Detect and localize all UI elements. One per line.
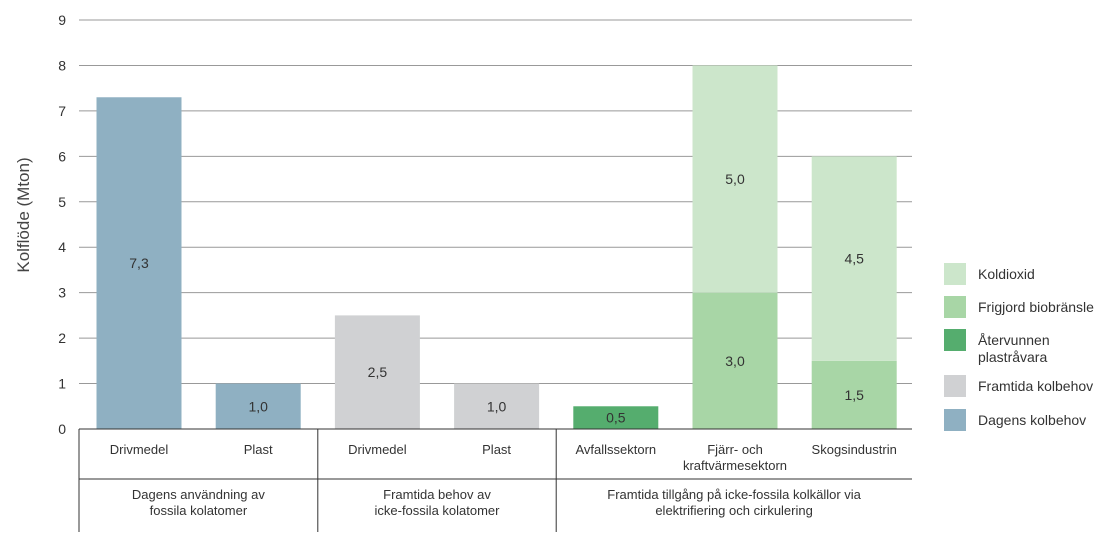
bar-value-label: 1,0 bbox=[248, 398, 268, 414]
y-tick-label: 1 bbox=[58, 376, 66, 392]
category-label: Skogsindustrin bbox=[812, 442, 897, 457]
y-tick-label: 3 bbox=[58, 285, 66, 301]
category-label: Avfallssektorn bbox=[575, 442, 656, 457]
bar-segment bbox=[334, 315, 420, 429]
bar-value-label: 4,5 bbox=[844, 251, 864, 267]
bars bbox=[96, 65, 897, 429]
category-label: Plast bbox=[482, 442, 511, 457]
bar-segment bbox=[454, 383, 540, 429]
bar-segment bbox=[692, 65, 778, 293]
legend-swatch bbox=[944, 329, 966, 351]
y-tick-label: 8 bbox=[58, 57, 66, 73]
legend-swatch bbox=[944, 409, 966, 431]
legend-label: plastråvara bbox=[978, 349, 1047, 365]
category-label: Drivmedel bbox=[110, 442, 169, 457]
category-label: kraftvärmesektorn bbox=[683, 458, 787, 473]
legend-swatch bbox=[944, 296, 966, 318]
legend: Koldioxid Frigjord biobränsle Återvunnenpl… bbox=[944, 263, 1094, 431]
legend-swatch bbox=[944, 263, 966, 285]
y-tick-label: 9 bbox=[58, 12, 66, 28]
bar-segment bbox=[811, 360, 897, 429]
bar-segment bbox=[573, 406, 659, 429]
group-label: icke-fossila kolatomer bbox=[375, 503, 501, 518]
group-label: Framtida tillgång på icke-fossila kolkäl… bbox=[607, 487, 861, 502]
bar-segment bbox=[811, 156, 897, 361]
y-tick-label: 4 bbox=[58, 239, 66, 255]
legend-label: Dagens kolbehov bbox=[978, 412, 1086, 428]
bar-value-labels: 7,3 1,0 2,5 1,0 0,5 3,0 5,0 1,5 4,5 bbox=[129, 171, 864, 426]
group-label: Framtida behov av bbox=[383, 487, 491, 502]
group-label: Dagens användning av bbox=[132, 487, 265, 502]
gridlines bbox=[79, 19, 912, 430]
y-tick-label: 5 bbox=[58, 194, 66, 210]
y-tick-label: 2 bbox=[58, 330, 66, 346]
bar-value-label: 7,3 bbox=[129, 255, 149, 271]
legend-label: Återvunnen bbox=[978, 332, 1050, 348]
category-label: Plast bbox=[244, 442, 273, 457]
group-label: fossila kolatomer bbox=[150, 503, 248, 518]
y-tick-label: 6 bbox=[58, 148, 66, 164]
bar-value-label: 5,0 bbox=[725, 171, 745, 187]
y-axis-ticks: 0 1 2 3 4 5 6 7 8 9 bbox=[58, 12, 66, 437]
bar-value-label: 0,5 bbox=[606, 410, 626, 426]
y-tick-label: 0 bbox=[58, 421, 66, 437]
bar-value-label: 2,5 bbox=[368, 364, 388, 380]
category-label: Fjärr- och bbox=[707, 442, 763, 457]
bar-segment bbox=[96, 97, 182, 429]
bar-value-label: 1,0 bbox=[487, 398, 507, 414]
bar-segment bbox=[692, 292, 778, 429]
y-axis-title: Kolflöde (Mton) bbox=[14, 157, 33, 272]
group-label: elektrifiering och cirkulering bbox=[655, 503, 813, 518]
legend-label: Framtida kolbehov bbox=[978, 378, 1093, 394]
legend-swatch bbox=[944, 375, 966, 397]
bar-segment bbox=[215, 383, 301, 429]
category-label: Drivmedel bbox=[348, 442, 407, 457]
legend-label: Koldioxid bbox=[978, 266, 1035, 282]
category-table: Drivmedel Plast Drivmedel Plast Avfallssekto… bbox=[78, 428, 912, 532]
legend-label: Frigjord biobränsle bbox=[978, 299, 1094, 315]
y-tick-label: 7 bbox=[58, 103, 66, 119]
bar-value-label: 3,0 bbox=[725, 353, 745, 369]
bar-value-label: 1,5 bbox=[844, 387, 864, 403]
